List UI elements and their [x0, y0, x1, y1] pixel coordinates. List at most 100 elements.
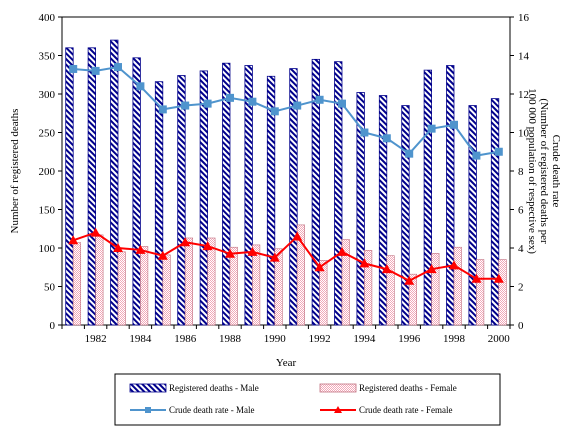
marker-male-rate-1988: [226, 93, 234, 102]
legend-label-male-bars: Registered deaths - Male: [169, 383, 259, 393]
marker-male-rate-1993: [338, 99, 346, 108]
y-tick-label-100: 100: [39, 243, 56, 255]
marker-male-rate-1992: [315, 95, 324, 104]
marker-male-rate-1994: [360, 128, 369, 137]
marker-female-rate-1986: [180, 237, 191, 247]
marker-female-rate-1993: [337, 246, 347, 256]
bar-female-1995: [386, 255, 395, 326]
bar-male-1990: [266, 75, 276, 326]
legend-label-female-rate: Crude death rate - Female: [359, 405, 452, 415]
bar-female-1993: [341, 239, 350, 326]
y2-tick-label-6: 6: [518, 205, 524, 217]
x-tick-label-1988: 1988: [219, 333, 242, 345]
y2-tick-label-2: 2: [518, 282, 524, 294]
marker-female-rate-1999: [471, 273, 482, 283]
bar-male-1985: [154, 81, 164, 326]
marker-male-rate-2000: [494, 147, 503, 156]
legend-marker-female-rate: [334, 406, 342, 413]
x-tick-label-1990: 1990: [264, 333, 287, 345]
bar-female-1990: [274, 248, 283, 326]
legend-item-female-rate: Crude death rate - Female: [320, 405, 452, 415]
y2-tick-label-0: 0: [518, 320, 524, 332]
marker-male-rate-1987: [203, 99, 212, 108]
bar-male-1983: [110, 39, 119, 326]
y-tick-label-0: 0: [50, 320, 56, 332]
bar-female-1991: [296, 224, 306, 326]
bar-female-1998: [453, 246, 462, 326]
bar-female-1992: [319, 260, 328, 326]
y2-axis-title: Crude death rate (Number of registered d…: [526, 88, 562, 254]
marker-male-rate-1996: [405, 149, 414, 158]
marker-female-rate-1984: [135, 244, 146, 254]
bar-female-1988: [229, 246, 238, 326]
bar-female-1999: [476, 259, 485, 326]
y2-tick-label-8: 8: [518, 166, 524, 178]
marker-female-rate-1998: [449, 260, 459, 270]
bar-female-1986: [184, 237, 193, 326]
x-tick-label-1994: 1994: [353, 333, 376, 345]
bar-male-1987: [199, 70, 209, 326]
legend-label-male-rate: Crude death rate - Male: [169, 405, 254, 415]
legend-item-female-bars: Registered deaths - Female: [319, 383, 457, 393]
marker-female-rate-1996: [404, 275, 415, 285]
legend-frame: [114, 373, 501, 426]
marker-female-rate-1994: [359, 258, 370, 268]
x-tick-label-1992: 1992: [309, 333, 331, 345]
x-tick-label-1998: 1998: [443, 333, 466, 345]
bar-female-1983: [117, 251, 126, 326]
y2-tick-label-12: 12: [518, 89, 529, 101]
bar-male-1996: [401, 105, 410, 326]
bar-male-1999: [468, 105, 477, 326]
bar-male-1981: [65, 47, 74, 326]
axes-layer: 0 50 100 150 200 250 300 350 400 0 2 4 6 8 10 12 14 16 198…: [39, 12, 530, 345]
bar-male-1998: [446, 65, 455, 326]
marker-male-rate-1982: [91, 66, 100, 75]
marker-female-rate-1983: [113, 243, 123, 252]
y-tick-label-150: 150: [39, 205, 56, 217]
bar-female-1994: [364, 250, 373, 326]
marker-male-rate-1990: [270, 107, 279, 116]
y-axis-title: Number of registered deaths: [9, 109, 21, 234]
bar-female-1987: [207, 237, 216, 326]
bar-male-1994: [356, 92, 365, 326]
bar-female-1989: [252, 244, 261, 326]
x-tick-label-2000: 2000: [488, 333, 511, 345]
bar-male-1988: [222, 62, 231, 326]
marker-female-rate-1992: [314, 262, 325, 272]
marker-male-rate-1989: [248, 97, 257, 106]
marker-female-rate-1985: [157, 250, 168, 260]
y2-axis-title-line-1: Crude death rate: [550, 135, 562, 208]
marker-female-rate-1987: [202, 241, 213, 251]
legend-label-female-bars: Registered deaths - Female: [359, 383, 457, 393]
y-tick-label-350: 350: [39, 51, 56, 63]
bar-male-1991: [289, 68, 298, 326]
legend-item-male-bars: Registered deaths - Male: [129, 383, 259, 393]
bar-male-1992: [311, 58, 321, 326]
marker-female-rate-1981: [68, 235, 79, 245]
bar-male-1986: [177, 75, 186, 326]
y2-tick-label-4: 4: [518, 243, 524, 255]
x-tick-label-1984: 1984: [129, 333, 152, 345]
x-tick-label-1996: 1996: [398, 333, 421, 345]
marker-male-rate-1983: [114, 63, 122, 72]
marker-female-rate-1991: [292, 231, 303, 241]
bar-male-1989: [244, 65, 253, 326]
legend-marker-male-rate: [145, 407, 151, 413]
y2-axis-title-line-3: 100 000 population of respective sex): [526, 88, 538, 254]
x-tick-label-1982: 1982: [85, 333, 107, 345]
marker-male-rate-1999: [472, 151, 481, 160]
marker-male-rate-1991: [293, 101, 302, 110]
bar-female-1982: [95, 234, 104, 326]
y-tick-label-200: 200: [39, 166, 56, 178]
marker-male-rate-1998: [450, 120, 458, 129]
bar-female-1985: [162, 254, 171, 326]
legend-item-male-rate: Crude death rate - Male: [130, 405, 254, 415]
y-tick-label-50: 50: [44, 282, 56, 294]
marker-male-rate-1986: [181, 101, 190, 110]
y-tick-label-300: 300: [39, 89, 56, 101]
y2-tick-label-14: 14: [518, 51, 530, 63]
marker-female-rate-1997: [426, 264, 437, 274]
y2-axis-title-line-2: (Number of registered deaths per: [538, 98, 550, 244]
plot-frame: [61, 16, 511, 326]
